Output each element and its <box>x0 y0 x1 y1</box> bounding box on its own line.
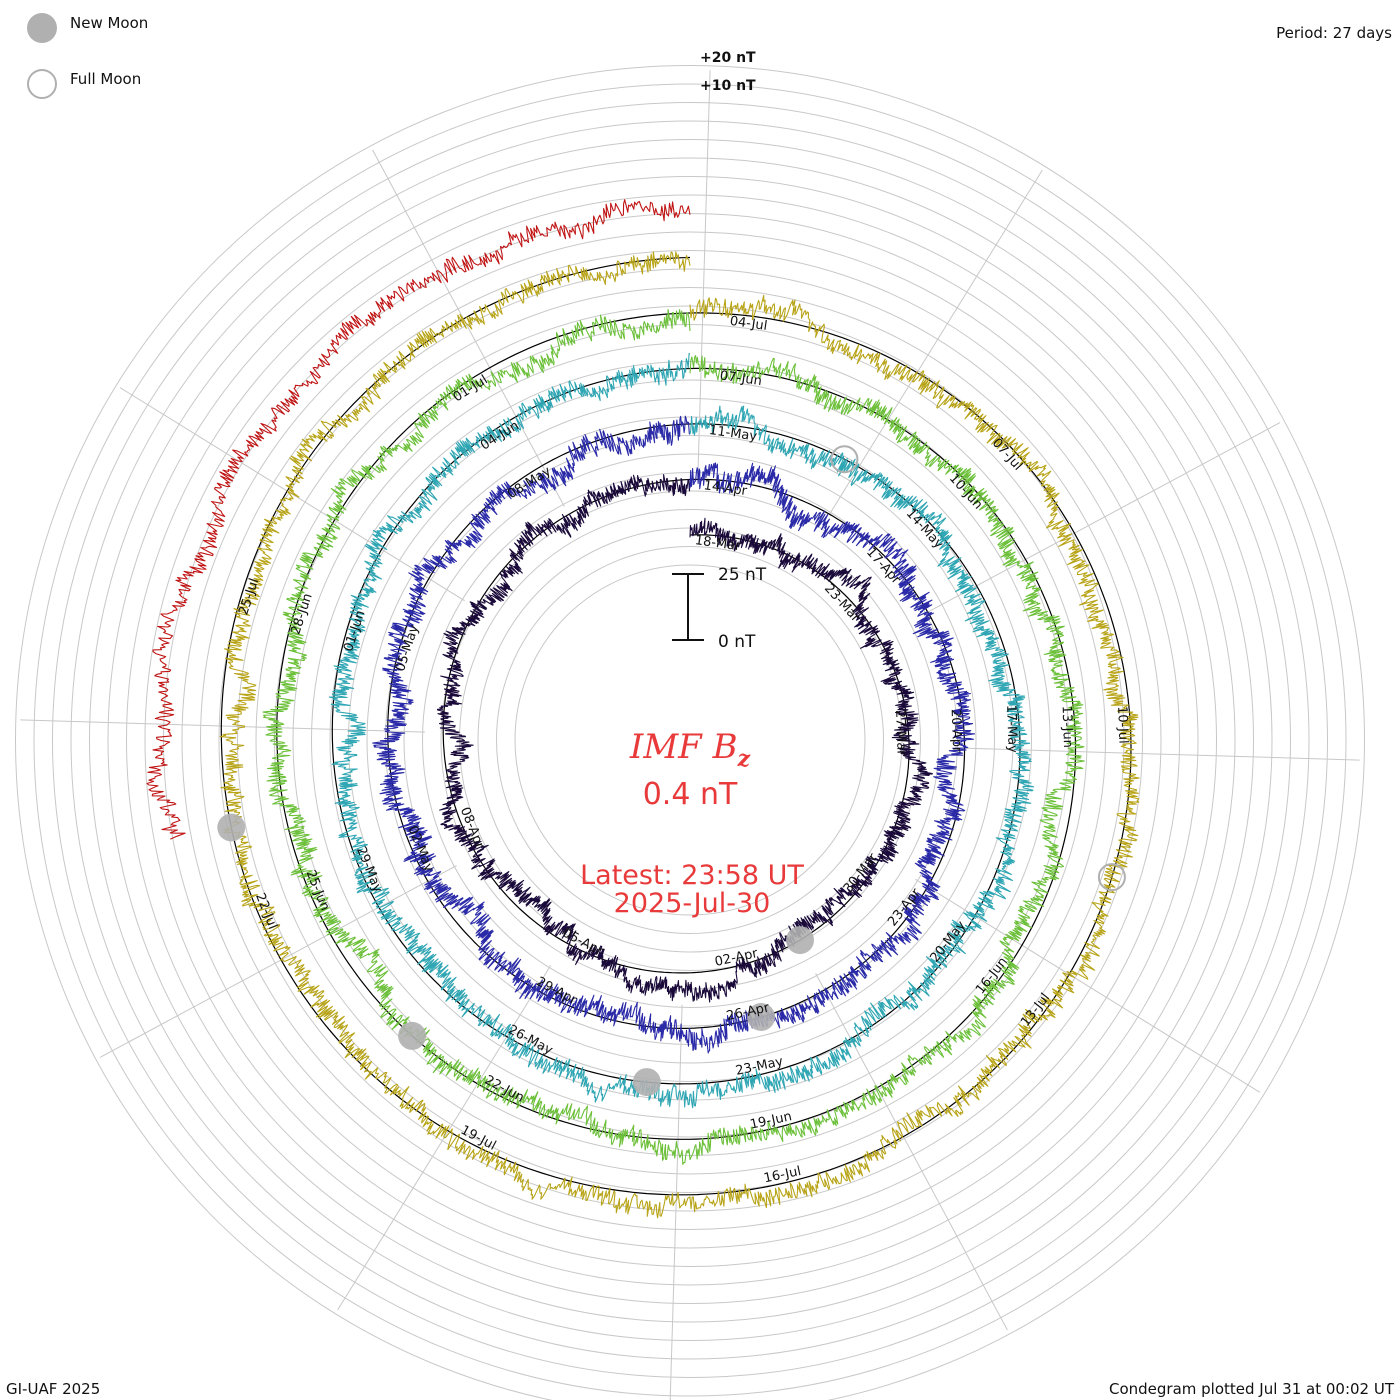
latest-time: Latest: 23:58 UT <box>580 860 804 891</box>
new-moon-marker <box>398 1021 427 1050</box>
date-label: 20-May <box>928 918 970 965</box>
grid-circle <box>311 361 1069 1119</box>
grid-circle <box>422 472 958 1008</box>
date-label: 07-Jul <box>989 436 1025 474</box>
grid-spoke <box>923 422 1281 615</box>
grid-circle <box>237 287 1143 1193</box>
ring-scale-label-20: +20 nT <box>700 50 756 66</box>
grid-circle <box>218 268 1162 1212</box>
ring-baselines <box>220 256 1132 1196</box>
grid-circle <box>144 194 1236 1286</box>
new-moon-marker <box>632 1068 661 1097</box>
bz-trace-ring-5 <box>219 251 1140 1219</box>
grid-spoke <box>697 70 711 476</box>
grid-circle <box>70 120 1310 1360</box>
chart-title-subscript: z <box>737 746 751 772</box>
new-moon-marker <box>786 926 814 955</box>
moon-markers <box>217 445 1126 1097</box>
date-label: 18-Mar <box>694 533 742 554</box>
grid-spoke <box>372 149 565 507</box>
grid-spoke <box>915 878 1261 1093</box>
bz-trace-ring-2 <box>372 415 976 1054</box>
grid-circle <box>403 453 977 1027</box>
chart-title: IMF Bz <box>629 727 751 772</box>
grid-spoke <box>828 169 1043 515</box>
date-label: 22-Jul <box>252 891 280 932</box>
grid-circle <box>200 250 1180 1230</box>
bz-trace-ring-3 <box>328 352 1035 1109</box>
grid-circle <box>459 509 921 971</box>
grid-circle <box>496 546 884 934</box>
grid-spoke <box>20 719 426 733</box>
grid-circle <box>126 176 1254 1304</box>
scale-bar-bottom-label: 0 nT <box>718 632 756 652</box>
full-moon-marker <box>830 445 859 474</box>
new-moon-marker <box>217 813 246 842</box>
date-label: 11-May <box>708 423 758 445</box>
full-moon-legend-icon <box>27 69 57 99</box>
grid-circle <box>33 83 1347 1397</box>
bz-trace-ring-4 <box>262 308 1085 1165</box>
grid-circle <box>181 231 1199 1249</box>
grid-circle <box>52 102 1328 1378</box>
grid-circle <box>514 564 866 916</box>
date-label: 04-Jul <box>729 314 768 334</box>
bz-trace-ring-6 <box>146 199 691 840</box>
new-moon-legend-icon <box>27 13 57 43</box>
date-label: 20-Apr <box>948 709 965 754</box>
full-moon-legend-label: Full Moon <box>70 70 141 88</box>
bz-series-traces <box>146 199 1140 1219</box>
date-label: 13-Jun <box>1059 705 1075 748</box>
date-label: 17-May <box>1003 704 1020 753</box>
credit-left: GI-UAF 2025 <box>6 1380 100 1398</box>
ring-baseline <box>331 367 1021 1085</box>
scale-bar-top-label: 25 nT <box>718 565 767 585</box>
grid-circle <box>89 139 1291 1341</box>
grid-spoke <box>99 865 457 1058</box>
full-moon-marker <box>1097 863 1126 892</box>
grid-circle <box>107 157 1273 1323</box>
new-moon-legend-label: New Moon <box>70 14 148 32</box>
grid-circle <box>292 342 1088 1138</box>
grid-spoke <box>954 747 1360 761</box>
grid-spoke <box>815 973 1008 1331</box>
bz-trace-ring-1 <box>436 474 933 1003</box>
ring-scale-label-10: +10 nT <box>700 78 756 94</box>
latest-date: 2025-Jul-30 <box>614 888 771 919</box>
new-moon-marker <box>747 1003 776 1031</box>
date-label: 27-Mar <box>892 710 909 757</box>
date-label: 07-Jun <box>719 368 763 389</box>
grid-spoke <box>669 1004 683 1400</box>
ring-baseline <box>442 478 910 974</box>
date-label: 02-May <box>404 824 436 875</box>
date-label: 10-Jul <box>1114 706 1130 744</box>
date-label: 14-Apr <box>703 478 749 499</box>
chart-title-main: IMF B <box>629 727 738 767</box>
ring-baseline <box>220 256 1132 1196</box>
scale-bar <box>672 573 704 641</box>
credit-right: Condegram plotted Jul 31 at 00:02 UT <box>1109 1380 1395 1398</box>
current-value: 0.4 nT <box>643 777 738 812</box>
grid-circle <box>15 65 1365 1400</box>
period-label: Period: 27 days <box>1276 24 1392 42</box>
